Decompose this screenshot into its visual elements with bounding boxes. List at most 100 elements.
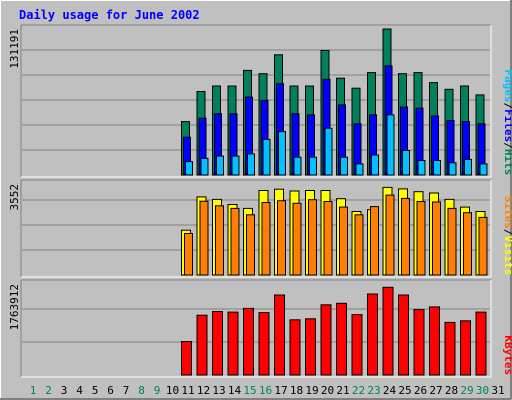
legend-part: Pages	[502, 69, 512, 102]
bar-pages-day-12	[200, 157, 209, 176]
x-tick-label-day-22: 22	[352, 384, 365, 397]
bar-pages-day-24	[386, 114, 395, 176]
legend-part: /	[502, 103, 512, 110]
x-tick-label-day-20: 20	[321, 384, 334, 397]
bar-kbytes-day-19	[305, 318, 316, 376]
bar-pages-day-16	[262, 138, 271, 176]
bar-pages-day-19	[309, 156, 317, 176]
x-tick-label-day-30: 30	[476, 384, 489, 397]
bar-pages-day-18	[293, 156, 302, 176]
bar-sites-day-14	[230, 207, 240, 276]
bar-pages-day-28	[448, 162, 457, 176]
bar-pages-day-14	[231, 155, 240, 176]
x-tick-label-day-13: 13	[212, 384, 225, 397]
max-value-label: 131191	[8, 29, 21, 69]
x-axis-day-labels: 1 2 3 4 5 6 7 8 9 10 11 12 13 14 15 16 17 18 19 20 21 22 23 24 2…	[30, 384, 505, 397]
x-tick-label-day-7: 7	[123, 384, 130, 397]
x-tick-label-day-11: 11	[181, 384, 194, 397]
bar-kbytes-day-18	[289, 319, 301, 376]
chart-title: Daily usage for June 2002	[19, 8, 200, 22]
bar-sites-day-15	[246, 214, 255, 276]
bar-pages-day-23	[371, 154, 379, 176]
bar-pages-day-13	[216, 155, 224, 176]
bar-pages-day-21	[340, 156, 348, 176]
x-tick-label-day-23: 23	[367, 384, 380, 397]
bar-sites-day-16	[261, 202, 271, 276]
bar-kbytes-day-16	[258, 312, 270, 376]
bar-pages-day-30	[479, 163, 488, 176]
x-tick-label-day-2: 2	[45, 384, 52, 397]
plot-area	[21, 280, 491, 377]
x-tick-label-day-4: 4	[76, 384, 83, 397]
x-tick-label-day-19: 19	[305, 384, 318, 397]
bar-sites-day-23	[370, 206, 379, 276]
x-tick-label-day-5: 5	[92, 384, 99, 397]
x-tick-label-day-31: 31	[491, 384, 504, 397]
legend-part: KBytes	[502, 335, 512, 375]
x-tick-label-day-27: 27	[429, 384, 442, 397]
x-tick-label-day-1: 1	[30, 384, 37, 397]
bar-kbytes-day-29	[460, 320, 471, 376]
bar-sites-day-30	[478, 216, 488, 276]
bar-kbytes-day-26	[413, 309, 425, 376]
bar-sites-day-21	[339, 206, 348, 276]
bar-sites-day-27	[432, 201, 441, 276]
bar-pages-day-17	[278, 131, 286, 176]
bar-pages-day-26	[417, 160, 426, 176]
max-value-label: 1763912	[8, 284, 21, 330]
series-legend: Pages/Files/Hits	[502, 69, 512, 175]
x-tick-label-day-3: 3	[61, 384, 68, 397]
bar-pages-day-27	[433, 160, 441, 176]
x-tick-label-day-9: 9	[154, 384, 161, 397]
bar-kbytes-day-11	[181, 341, 192, 376]
bar-sites-day-20	[323, 201, 333, 276]
bar-pages-day-29	[464, 158, 472, 176]
bar-kbytes-day-17	[274, 294, 285, 376]
x-tick-label-day-26: 26	[414, 384, 427, 397]
x-tick-label-day-12: 12	[197, 384, 210, 397]
bar-pages-day-11	[185, 161, 193, 176]
x-tick-label-day-6: 6	[107, 384, 114, 397]
bar-kbytes-day-14	[227, 311, 239, 376]
bar-kbytes-day-23	[367, 293, 378, 376]
bar-sites-day-12	[199, 200, 209, 276]
bar-kbytes-day-15	[243, 307, 254, 376]
bar-pages-day-15	[247, 153, 255, 176]
bar-kbytes-day-24	[382, 286, 394, 376]
bar-pages-day-20	[324, 127, 333, 176]
bar-sites-day-13	[215, 205, 224, 276]
bar-kbytes-day-13	[212, 311, 223, 376]
bar-sites-day-25	[401, 197, 410, 276]
bar-sites-day-19	[308, 199, 317, 276]
bar-sites-day-26	[416, 201, 426, 276]
bar-kbytes-day-30	[475, 311, 487, 376]
x-tick-label-day-16: 16	[259, 384, 272, 397]
legend-part: Sites	[502, 196, 512, 229]
chart-panels: 131191Pages/Files/Hits3552Sites/Visits17…	[8, 24, 512, 378]
bar-kbytes-day-20	[320, 304, 332, 376]
x-tick-label-day-15: 15	[243, 384, 256, 397]
legend-part: Hits	[502, 149, 512, 176]
panel-3: 1763912 KBytes	[8, 279, 512, 378]
bar-kbytes-day-12	[196, 314, 208, 376]
legend-part: Files	[502, 109, 512, 142]
bar-kbytes-day-25	[398, 294, 409, 376]
panel-2: 3552 Sites/Visits	[8, 179, 512, 278]
x-tick-label-day-29: 29	[460, 384, 473, 397]
bar-kbytes-day-28	[444, 321, 456, 376]
bar-sites-day-22	[354, 214, 364, 276]
max-value-label: 3552	[8, 184, 21, 211]
bar-sites-day-18	[292, 202, 302, 276]
series-legend: Sites/Visits	[502, 196, 512, 275]
bar-sites-day-17	[277, 200, 286, 276]
bar-sites-day-24	[385, 194, 395, 276]
legend-part: /	[502, 142, 512, 149]
bar-kbytes-day-22	[351, 314, 363, 376]
plot-area	[21, 180, 491, 277]
x-tick-label-day-28: 28	[445, 384, 458, 397]
bar-pages-day-22	[355, 163, 364, 176]
x-tick-label-day-17: 17	[274, 384, 287, 397]
bar-kbytes-day-21	[336, 302, 347, 376]
